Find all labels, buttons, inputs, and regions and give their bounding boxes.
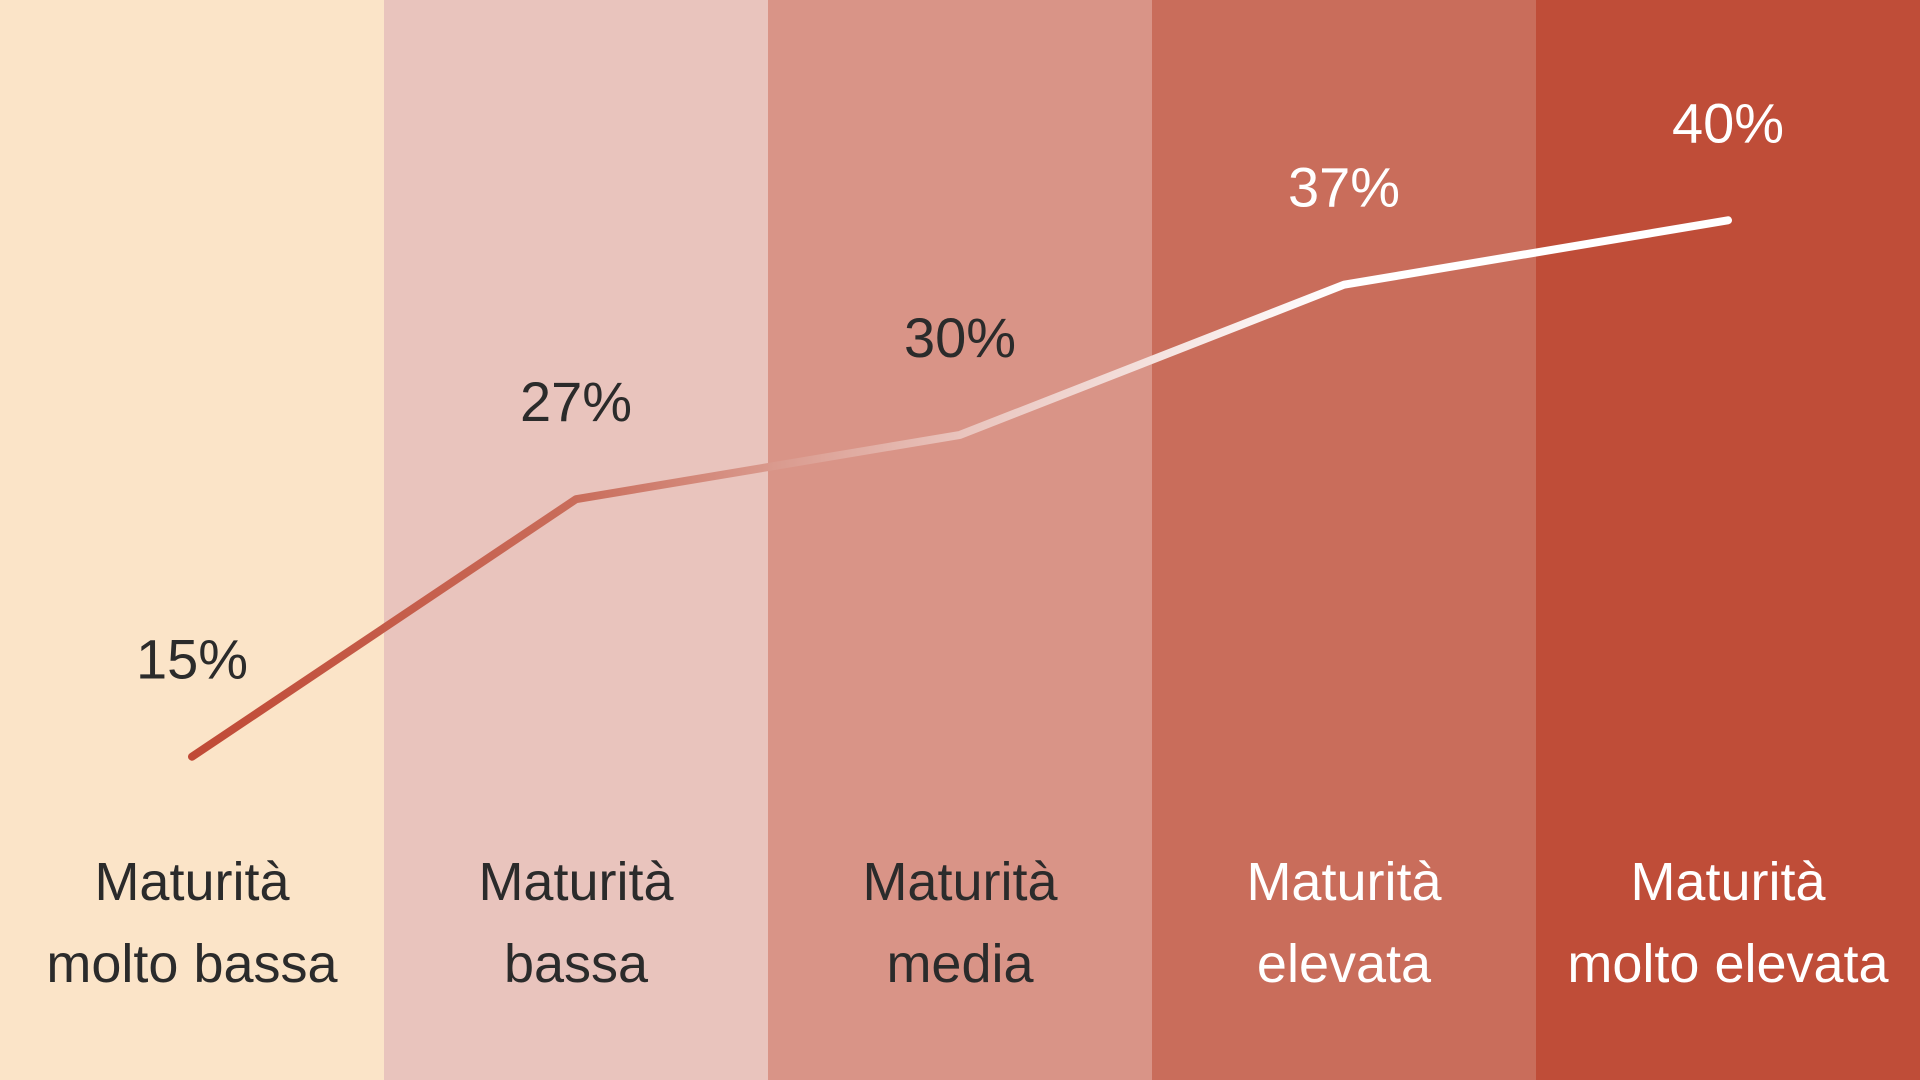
category-band-3	[768, 0, 1153, 1080]
category-labels: Maturità molto bassa Maturità bassa Maturità…	[46, 852, 1889, 994]
category-band-1	[0, 0, 385, 1080]
trend-line	[188, 216, 1732, 761]
trend-line-layer	[188, 216, 1732, 761]
value-label-3: 30%	[904, 306, 1016, 369]
category-band-2	[384, 0, 769, 1080]
category-label-3: Maturità media	[862, 852, 1058, 994]
category-label-4: Maturità elevata	[1246, 852, 1442, 994]
value-label-2: 27%	[520, 370, 632, 433]
category-band-5	[1536, 0, 1920, 1080]
category-label-1: Maturità molto bassa	[46, 852, 338, 994]
value-label-1: 15%	[136, 628, 248, 691]
value-label-4: 37%	[1288, 156, 1400, 219]
value-label-5: 40%	[1672, 91, 1784, 154]
category-label-5: Maturità molto elevata	[1567, 852, 1889, 994]
category-band-4	[1152, 0, 1537, 1080]
value-labels: 15% 27% 30% 37% 40%	[136, 91, 1784, 690]
category-label-2: Maturità bassa	[478, 852, 674, 994]
